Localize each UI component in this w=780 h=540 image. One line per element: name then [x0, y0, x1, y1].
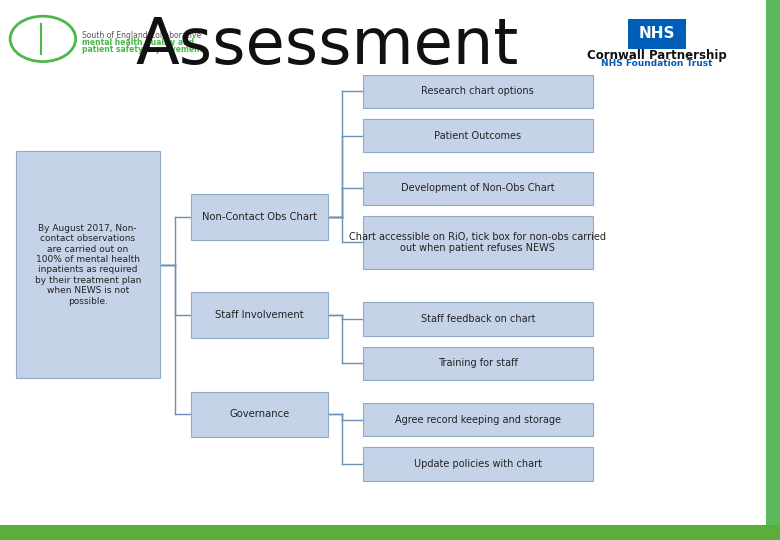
- Text: Staff Involvement: Staff Involvement: [215, 309, 303, 320]
- FancyBboxPatch shape: [191, 194, 328, 240]
- FancyBboxPatch shape: [191, 292, 328, 338]
- FancyBboxPatch shape: [16, 151, 160, 378]
- FancyBboxPatch shape: [0, 525, 780, 540]
- Text: Staff feedback on chart: Staff feedback on chart: [420, 314, 535, 324]
- FancyBboxPatch shape: [363, 119, 593, 152]
- Text: By August 2017, Non-
contact observations
are carried out on
100% of mental heal: By August 2017, Non- contact observation…: [34, 224, 141, 306]
- Text: Cornwall Partnership: Cornwall Partnership: [587, 49, 727, 62]
- Text: Research chart options: Research chart options: [421, 86, 534, 96]
- FancyBboxPatch shape: [363, 447, 593, 481]
- FancyBboxPatch shape: [363, 302, 593, 336]
- FancyBboxPatch shape: [363, 403, 593, 436]
- FancyBboxPatch shape: [766, 0, 780, 525]
- Text: Update policies with chart: Update policies with chart: [413, 459, 542, 469]
- FancyBboxPatch shape: [363, 347, 593, 380]
- FancyBboxPatch shape: [363, 75, 593, 108]
- Text: South of England Collaborative: South of England Collaborative: [82, 31, 201, 39]
- Text: Training for staff: Training for staff: [438, 359, 518, 368]
- FancyBboxPatch shape: [628, 19, 686, 49]
- Text: NHS Foundation Trust: NHS Foundation Trust: [601, 59, 712, 68]
- Text: Governance: Governance: [229, 409, 289, 420]
- Text: Patient Outcomes: Patient Outcomes: [434, 131, 521, 140]
- Text: patient safety improvement: patient safety improvement: [82, 45, 203, 53]
- Text: Agree record keeping and storage: Agree record keeping and storage: [395, 415, 561, 424]
- FancyBboxPatch shape: [191, 392, 328, 437]
- Text: Chart accessible on RiO, tick box for non-obs carried
out when patient refuses N: Chart accessible on RiO, tick box for no…: [349, 232, 606, 253]
- FancyBboxPatch shape: [363, 172, 593, 205]
- Text: Non-Contact Obs Chart: Non-Contact Obs Chart: [202, 212, 317, 222]
- FancyBboxPatch shape: [363, 216, 593, 269]
- Text: mental health quality and: mental health quality and: [82, 38, 194, 46]
- Text: Assessment: Assessment: [136, 15, 519, 77]
- Text: NHS: NHS: [639, 26, 675, 41]
- Text: Development of Non-Obs Chart: Development of Non-Obs Chart: [401, 184, 555, 193]
